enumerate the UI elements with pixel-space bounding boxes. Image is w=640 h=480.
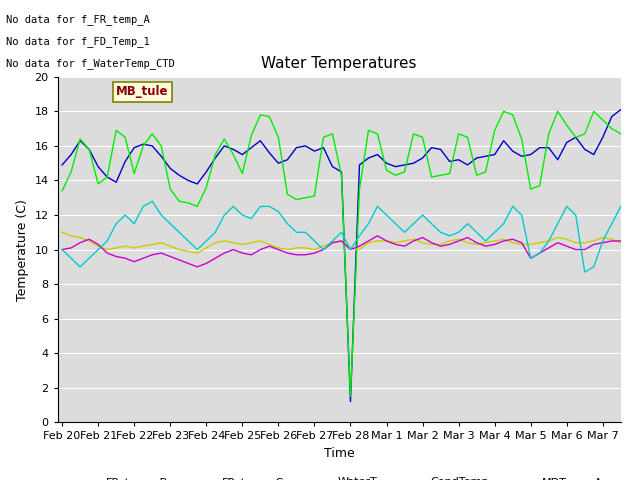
Title: Water Temperatures: Water Temperatures: [262, 57, 417, 72]
Text: MB_tule: MB_tule: [116, 85, 169, 98]
Legend: FR_temp_B, FR_temp_C, WaterT, CondTemp, MDTemp_A: FR_temp_B, FR_temp_C, WaterT, CondTemp, …: [71, 473, 607, 480]
Text: No data for f_WaterTemp_CTD: No data for f_WaterTemp_CTD: [6, 58, 175, 69]
Text: No data for f_FD_Temp_1: No data for f_FD_Temp_1: [6, 36, 150, 47]
X-axis label: Time: Time: [324, 447, 355, 460]
Text: No data for f_FR_temp_A: No data for f_FR_temp_A: [6, 14, 150, 25]
Y-axis label: Temperature (C): Temperature (C): [16, 199, 29, 300]
